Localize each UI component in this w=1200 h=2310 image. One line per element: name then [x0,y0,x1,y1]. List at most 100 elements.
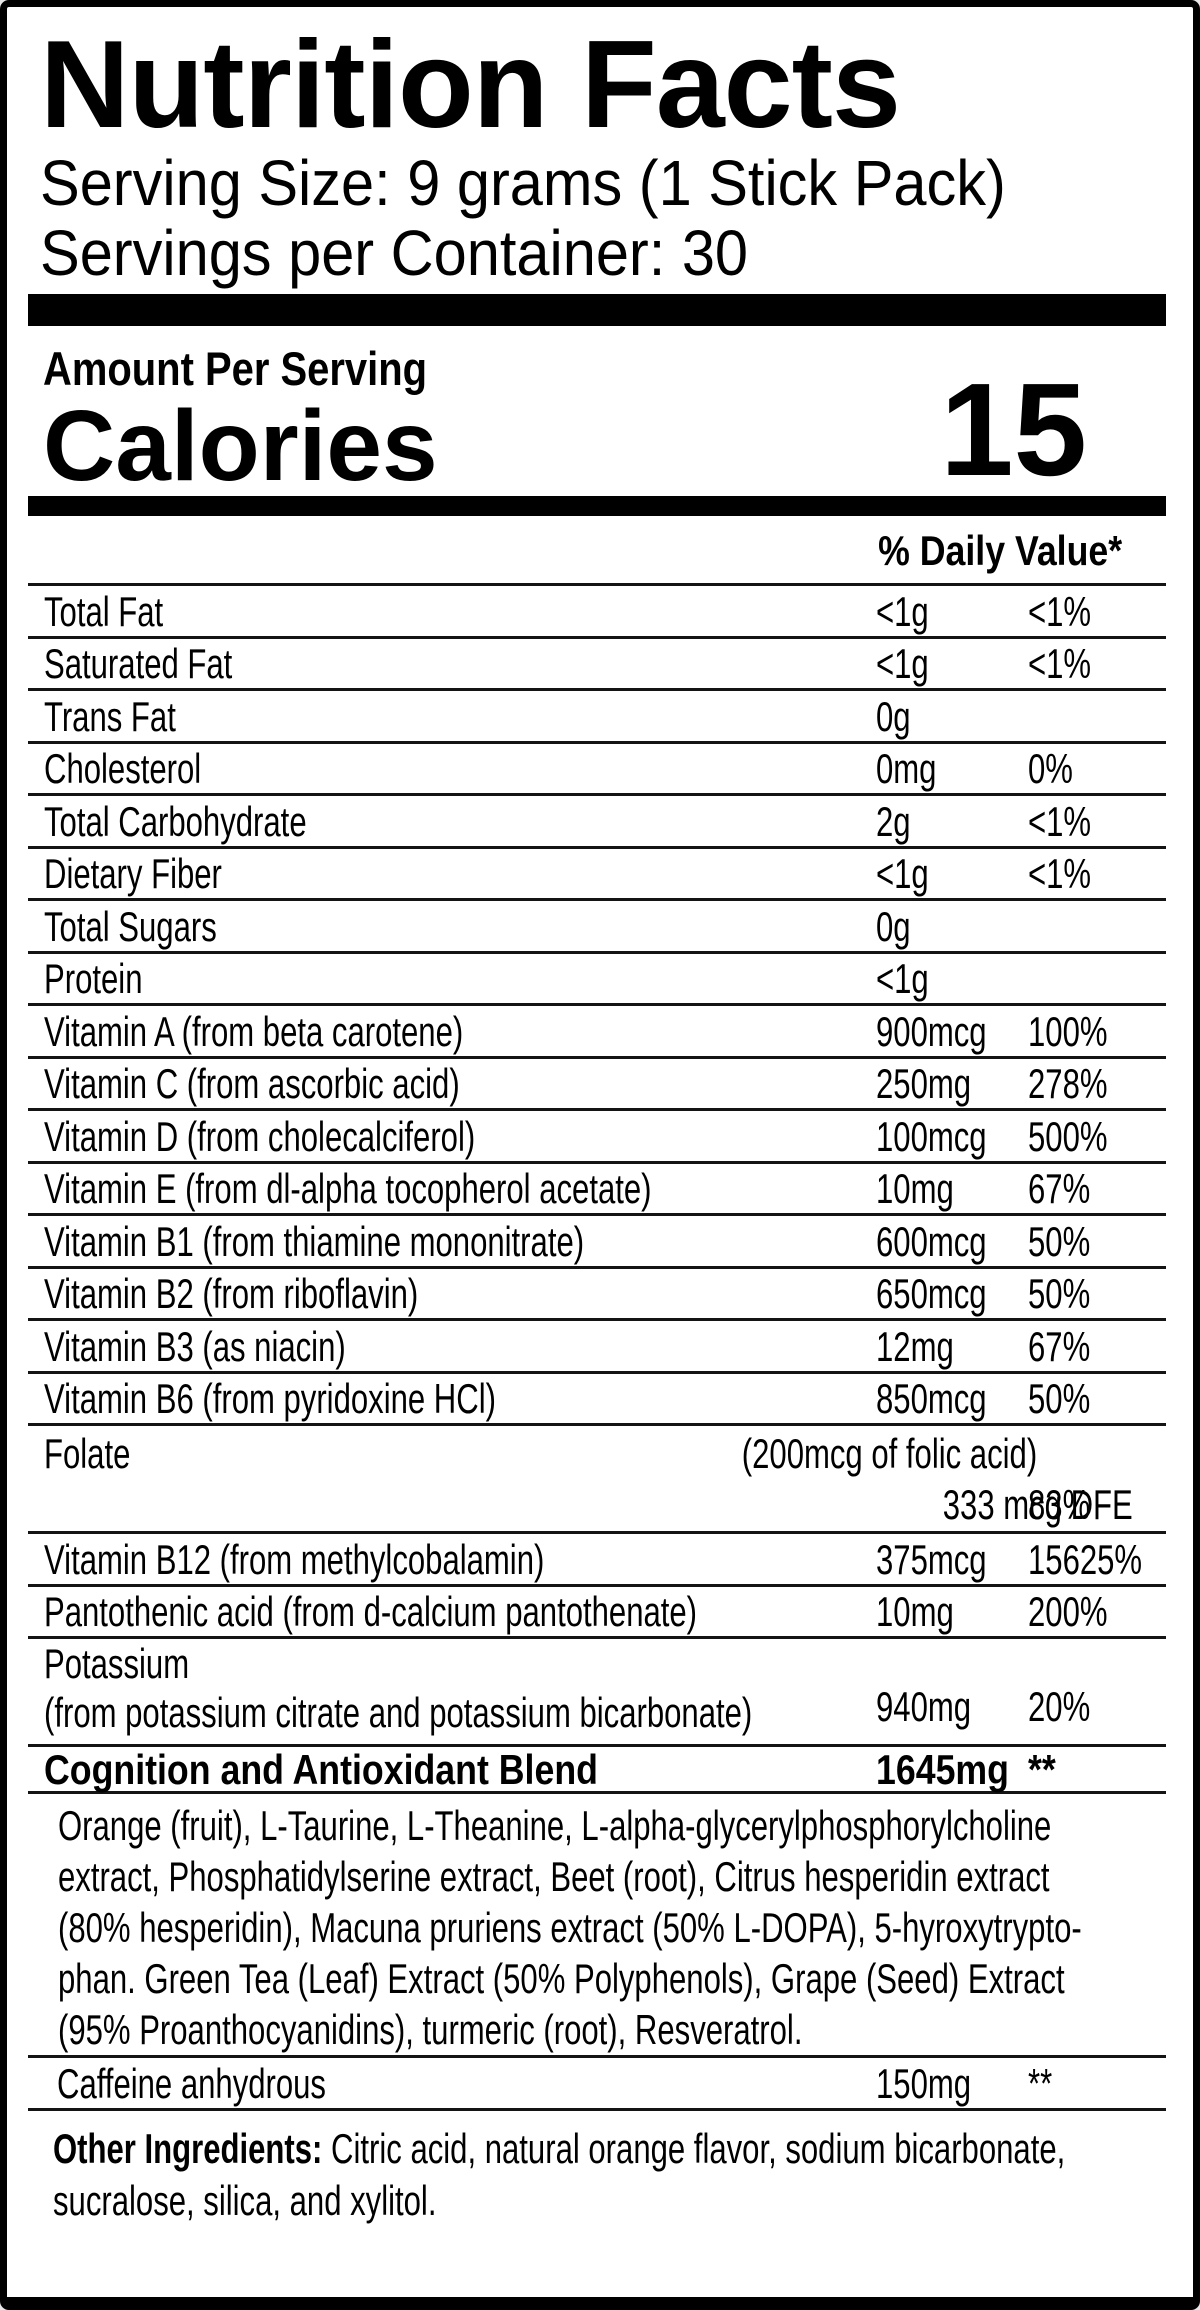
nutrient-rows-secondary: Vitamin B12 (from methylcobalamin) 375mc… [28,1531,1166,1636]
nutrient-row: Vitamin D (from cholecalciferol) 100mcg … [28,1108,1166,1161]
nutrient-amount: 0g [876,692,911,740]
nutrient-name: Protein [44,955,143,1003]
nutrient-amount: 12mg [876,1322,954,1370]
serving-size-line: Serving Size: 9 grams (1 Stick Pack) [40,148,1173,218]
nutrient-amount: 10mg [876,1165,954,1213]
nutrient-name: Vitamin A (from beta carotene) [44,1007,464,1055]
folate-line-1: Folate (200mcg of folic acid) [28,1429,1166,1478]
other-ingredients-line-1: Other Ingredients: Citric acid, natural … [53,2123,1146,2175]
servings-per-container-line: Servings per Container: 30 [40,218,1173,288]
nutrient-dv: 500% [1028,1112,1108,1160]
ingredient-line: phan. Green Tea (Leaf) Extract (50% Poly… [58,1955,1065,2003]
calories-label: Calories [43,390,438,503]
nutrient-amount: <1g [876,850,929,898]
nutrient-amount: 850mcg [876,1375,987,1423]
nutrient-dv: 100% [1028,1007,1108,1055]
folate-row: Folate (200mcg of folic acid) 333 mcg DF… [28,1423,1166,1531]
blend-name: Cognition and Antioxidant Blend [44,1745,598,1793]
nutrient-table: Total Fat <1g <1% Saturated Fat <1g <1% … [28,583,1166,2227]
nutrient-dv: 20% [1028,1683,1091,1731]
nutrient-row: Saturated Fat <1g <1% [28,635,1166,689]
nutrient-dv: 67% [1028,1322,1091,1370]
nutrient-dv [1028,954,1166,1003]
nutrient-name: Total Carbohydrate [44,797,307,845]
nutrient-name: Saturated Fat [44,640,233,688]
page-title: Nutrition Facts [40,16,901,154]
nutrient-row: Total Fat <1g <1% [28,583,1166,636]
nutrient-dv [1028,902,1166,951]
nutrient-amount: 10mg [876,1588,954,1636]
nutrient-dv: <1% [1028,797,1092,845]
nutrient-row: Vitamin B2 (from riboflavin) 650mcg 50% [28,1265,1166,1319]
blend-amount: 1645mg [876,1745,1009,1793]
nutrient-name: Vitamin B12 (from methylcobalamin) [44,1535,545,1583]
other-ingredients-label: Other Ingredients: [53,2125,323,2173]
nutrient-rows-primary: Total Fat <1g <1% Saturated Fat <1g <1% … [28,583,1166,1423]
nutrient-row: Vitamin B6 (from pyridoxine HCl) 850mcg … [28,1370,1166,1424]
nutrient-name: Total Fat [44,587,164,635]
potassium-row: Potassium (from potassium citrate and po… [28,1636,1166,1744]
nutrient-row: Cholesterol 0mg 0% [28,740,1166,794]
nutrient-name: Vitamin C (from ascorbic acid) [44,1060,460,1108]
nutrient-dv: 200% [1028,1588,1108,1636]
nutrient-row: Vitamin B1 (from thiamine mononitrate) 6… [28,1213,1166,1266]
nutrient-amount: <1g [876,640,929,688]
nutrient-row: Protein <1g [28,950,1166,1004]
nutrient-name: Pantothenic acid (from d-calcium pantoth… [44,1588,698,1636]
daily-value-header-row: % Daily Value* [7,516,1193,583]
nutrient-row: Trans Fat 0g [28,688,1166,741]
other-ingredients: Other Ingredients: Citric acid, natural … [28,2111,1166,2227]
daily-value-header: % Daily Value* [877,527,1122,575]
nutrient-name: Vitamin B2 (from riboflavin) [44,1270,419,1318]
nutrient-dv: <1% [1028,640,1092,688]
nutrient-dv: 67% [1028,1165,1091,1213]
blend-ingredients: Orange (fruit), L-Taurine, L-Theanine, L… [28,1794,1166,2059]
nutrient-name: Vitamin D (from cholecalciferol) [44,1112,476,1160]
nutrient-amount: 940mg [876,1683,972,1731]
nutrient-row: Vitamin E (from dl-alpha tocopherol acet… [28,1160,1166,1214]
nutrient-amount: <1g [876,587,929,635]
nutrient-name: Dietary Fiber [44,850,222,898]
ingredient-line: Orange (fruit), L-Taurine, L-Theanine, L… [58,1802,1052,1850]
other-ingredients-line-2: sucralose, silica, and xylitol. [53,2177,437,2225]
nutrient-amount: 600mcg [876,1217,987,1265]
nutrient-amount: 375mcg [876,1535,987,1583]
nutrient-dv: <1% [1028,850,1092,898]
nutrient-amount: 0g [876,902,911,950]
blend-dv: ** [1028,1745,1056,1793]
thick-divider-top [28,294,1166,327]
nutrient-name: Vitamin B6 (from pyridoxine HCl) [44,1375,496,1423]
nutrient-amount: 0mg [876,745,937,793]
nutrient-row: Dietary Fiber <1g <1% [28,845,1166,899]
nutrient-row: Vitamin C (from ascorbic acid) 250mg 278… [28,1055,1166,1109]
nutrient-amount: 100mcg [876,1112,987,1160]
nutrient-dv: 50% [1028,1375,1091,1423]
ingredient-line: extract, Phosphatidylserine extract, Bee… [58,1853,1050,1901]
nutrient-name: Trans Fat [44,692,176,740]
folate-line-2: 333 mcg DFE 83% [28,1480,1166,1529]
nutrient-row: Total Carbohydrate 2g <1% [28,793,1166,846]
nutrient-row: Vitamin A (from beta carotene) 900mcg 10… [28,1003,1166,1056]
nutrient-row: Vitamin B12 (from methylcobalamin) 375mc… [28,1531,1166,1584]
nutrient-dv: 278% [1028,1060,1108,1108]
nutrient-amount: 2g [876,797,911,845]
nutrient-name: Vitamin E (from dl-alpha tocopherol acet… [44,1165,652,1213]
label-header: Nutrition Facts Serving Size: 9 grams (1… [7,7,1193,289]
nutrient-dv: 50% [1028,1270,1091,1318]
folate-note: (200mcg of folic acid) [741,1429,1037,1477]
nutrient-name: Total Sugars [44,902,217,950]
ingredient-line: (95% Proanthocyanidins), turmeric (root)… [58,2006,803,2054]
nutrient-dv [1028,692,1166,741]
nutrient-dv: 50% [1028,1217,1091,1265]
nutrient-amount: 650mcg [876,1270,987,1318]
ingredient-line: (80% hesperidin), Macuna pruriens extrac… [58,1904,1082,1952]
amount-per-serving-label: Amount Per Serving [43,342,428,396]
calories-row: Calories 15 [43,364,1087,503]
nutrient-name: Vitamin B1 (from thiamine mononitrate) [44,1217,585,1265]
nutrient-amount: 900mcg [876,1007,987,1055]
nutrient-name: Vitamin B3 (as niacin) [44,1322,346,1370]
nutrient-dv: ** [1028,2059,1053,2107]
calories-value: 15 [940,356,1087,504]
calories-block: Amount Per Serving Calories 15 [7,345,1193,496]
